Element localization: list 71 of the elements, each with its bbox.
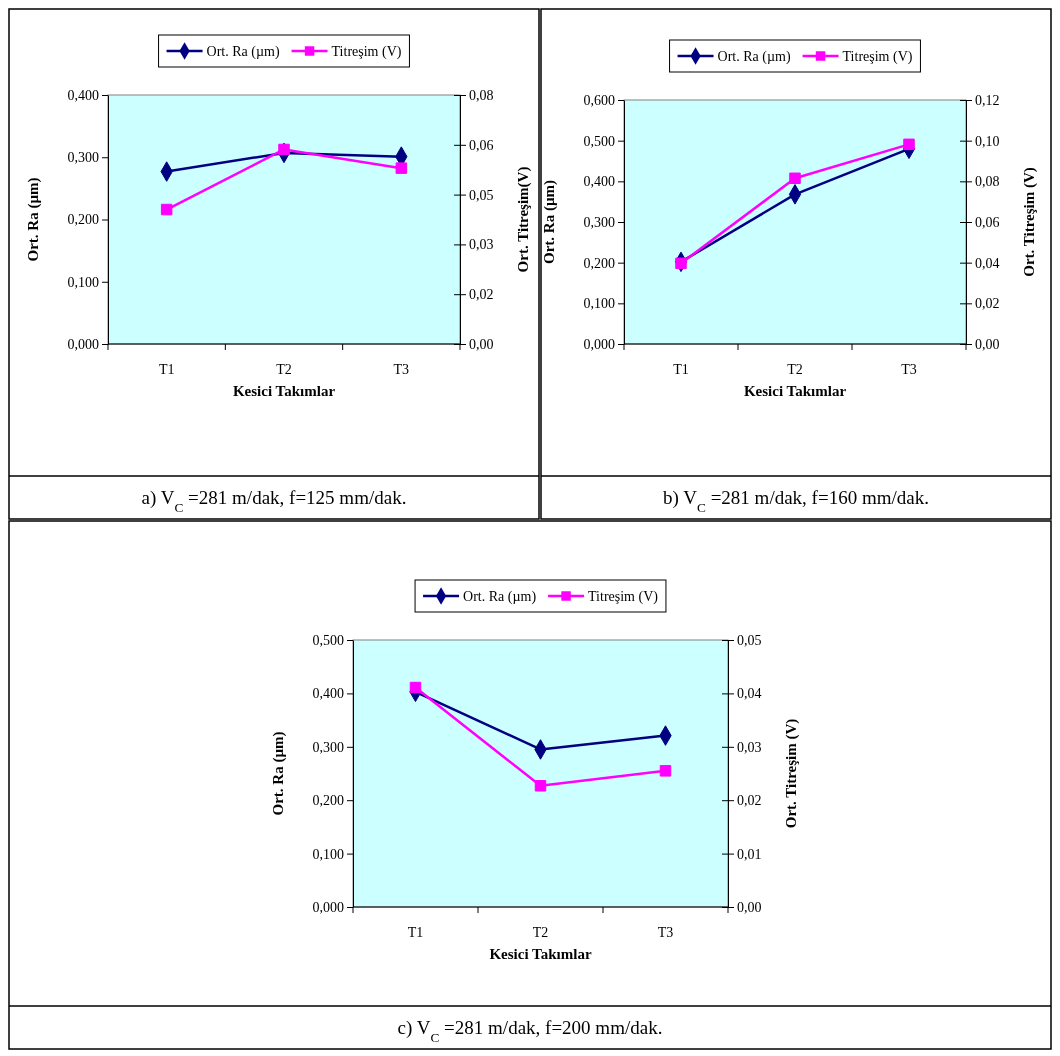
y2-tick-label: 0,01 — [737, 846, 762, 862]
point — [659, 765, 672, 777]
y2-tick-label: 0,10 — [975, 133, 1000, 149]
x-tick-label: T3 — [901, 362, 917, 377]
legend-label: Ort. Ra (µm) — [463, 589, 537, 605]
point — [534, 780, 547, 792]
x-tick-label: T1 — [673, 362, 689, 377]
y2-tick-label: 0,02 — [737, 793, 762, 809]
y2-tick-label: 0,12 — [975, 92, 1000, 108]
y2-tick-label: 0,04 — [737, 686, 762, 702]
y-tick-label: 0,400 — [583, 174, 615, 190]
x-axis-title: Kesici Takımlar — [489, 946, 592, 962]
x-tick-label: T1 — [407, 925, 424, 940]
x-tick-label: T3 — [393, 362, 410, 377]
y-tick-label: 0,100 — [312, 846, 344, 862]
y-tick-label: 0,100 — [583, 296, 615, 312]
y-tick-label: 0,400 — [67, 87, 99, 103]
y2-tick-label: 0,06 — [975, 214, 1000, 230]
y-tick-label: 0,100 — [67, 274, 99, 290]
text: b) V$_{C}$ =281 m/dak, f=160 mm/dak. — [663, 487, 929, 515]
y2-tick-label: 0,04 — [975, 255, 1000, 271]
y-tick-label: 0,300 — [583, 214, 615, 230]
y2-tick-label: 0,06 — [469, 137, 494, 153]
x-tick-label: T2 — [532, 925, 549, 940]
point — [409, 681, 422, 694]
y-tick-label: 0,000 — [312, 899, 344, 915]
x-axis-title: Kesici Takımlar — [232, 383, 336, 399]
y2-tick-label: 0,03 — [737, 739, 762, 755]
text: c) V$_{C}$ =281 m/dak, f=200 mm/dak. — [397, 1017, 663, 1045]
y2-tick-label: 0,02 — [469, 287, 494, 303]
y-axis-title: Ort. Ra (µm) — [25, 177, 42, 262]
y-tick-label: 0,300 — [312, 739, 344, 755]
y2-axis-title: Ort. Titreşim (V) — [783, 718, 800, 829]
y-tick-label: 0,200 — [583, 255, 615, 271]
y-tick-label: 0,200 — [312, 793, 344, 809]
point — [278, 143, 290, 156]
y-axis-title: Ort. Ra (µm) — [270, 731, 287, 816]
y-tick-label: 0,400 — [312, 686, 344, 702]
y2-tick-label: 0,02 — [975, 296, 1000, 312]
y-tick-label: 0,000 — [67, 336, 99, 352]
y2-tick-label: 0,00 — [975, 336, 1000, 352]
legend-label: Ort. Ra (µm) — [717, 49, 791, 65]
y2-tick-label: 0,05 — [737, 632, 762, 648]
x-tick-label: T3 — [657, 925, 674, 940]
legend-label: Titreşim (V) — [331, 44, 402, 60]
legend-label: Ort. Ra (µm) — [206, 44, 280, 60]
legend-label: Titreşim (V) — [842, 49, 913, 65]
y2-tick-label: 0,00 — [737, 899, 762, 915]
point — [789, 172, 801, 185]
text: a) V$_{C}$ =281 m/dak, f=125 mm/dak. — [141, 487, 407, 515]
y-tick-label: 0,300 — [67, 150, 99, 166]
y2-tick-label: 0,08 — [469, 87, 494, 103]
x-tick-label: T2 — [276, 362, 292, 377]
legend-label: Titreşim (V) — [588, 589, 659, 605]
y2-tick-label: 0,05 — [469, 187, 494, 203]
y-tick-label: 0,500 — [312, 632, 344, 648]
y2-tick-label: 0,08 — [975, 174, 1000, 190]
y-tick-label: 0,600 — [583, 92, 615, 108]
y2-tick-label: 0,03 — [469, 237, 494, 253]
y-axis-title: Ort. Ra (µm) — [541, 179, 558, 265]
y2-tick-label: 0,00 — [469, 336, 494, 352]
y2-axis-title: Ort. Titreşim(V) — [515, 166, 532, 273]
y-tick-label: 0,000 — [583, 336, 615, 352]
point — [160, 203, 173, 216]
y-tick-label: 0,200 — [67, 212, 99, 228]
y-tick-label: 0,500 — [583, 133, 615, 149]
x-tick-label: T1 — [158, 362, 175, 377]
point — [395, 162, 408, 174]
x-tick-label: T2 — [787, 362, 803, 377]
y2-axis-title: Ort. Titreşim (V) — [1021, 167, 1038, 277]
x-axis-title: Kesici Takımlar — [743, 383, 847, 399]
